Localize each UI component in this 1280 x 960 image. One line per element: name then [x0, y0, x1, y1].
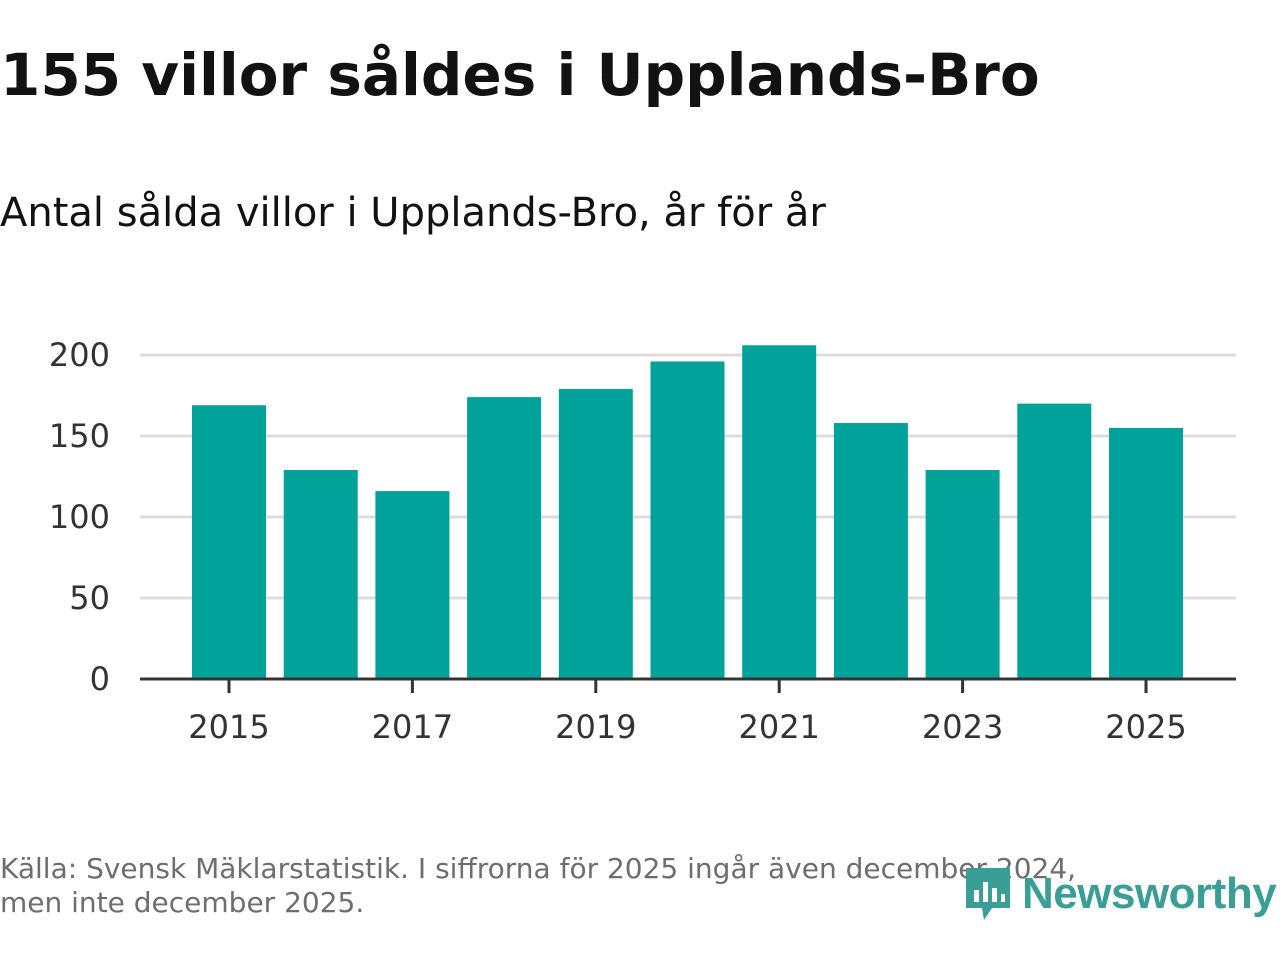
- y-tick-label: 100: [49, 498, 110, 536]
- y-tick-label: 0: [90, 660, 110, 698]
- bar: [742, 345, 817, 679]
- x-tick-label: 2025: [1105, 708, 1186, 746]
- source-note: Källa: Svensk Mäklarstatistik. I siffror…: [0, 852, 1220, 919]
- y-tick-label: 200: [49, 336, 110, 374]
- bar: [650, 361, 725, 679]
- bar: [283, 470, 358, 679]
- x-tick-label: 2021: [738, 708, 819, 746]
- x-tick-label: 2023: [922, 708, 1003, 746]
- bar: [558, 389, 633, 679]
- bar: [467, 397, 542, 679]
- bar: [1109, 427, 1183, 679]
- newsworthy-logo-icon: [966, 868, 1010, 920]
- brand-name: Newsworthy: [1022, 869, 1277, 918]
- source-line-1: Källa: Svensk Mäklarstatistik. I siffror…: [0, 852, 1077, 885]
- bar: [375, 491, 450, 679]
- bar: [925, 470, 1000, 679]
- bar-chart: 0 50 100 150 200 2015 2017 2019 2021 2023 2025: [49, 336, 1236, 746]
- y-tick-label: 150: [49, 417, 110, 455]
- brand-logo: Newsworthy: [962, 862, 1277, 926]
- chart-title: 155 villor såldes i Upplands-Bro: [0, 41, 1040, 109]
- bar: [192, 405, 266, 679]
- source-line-2: men inte december 2025.: [0, 885, 365, 919]
- bar: [1017, 403, 1092, 679]
- x-tick-label: 2017: [372, 708, 453, 746]
- x-tick-label: 2015: [188, 708, 269, 746]
- x-tick-label: 2019: [555, 708, 636, 746]
- bar: [833, 423, 908, 679]
- y-tick-label: 50: [69, 579, 110, 617]
- chart-subtitle: Antal sålda villor i Upplands-Bro, år fö…: [0, 190, 826, 236]
